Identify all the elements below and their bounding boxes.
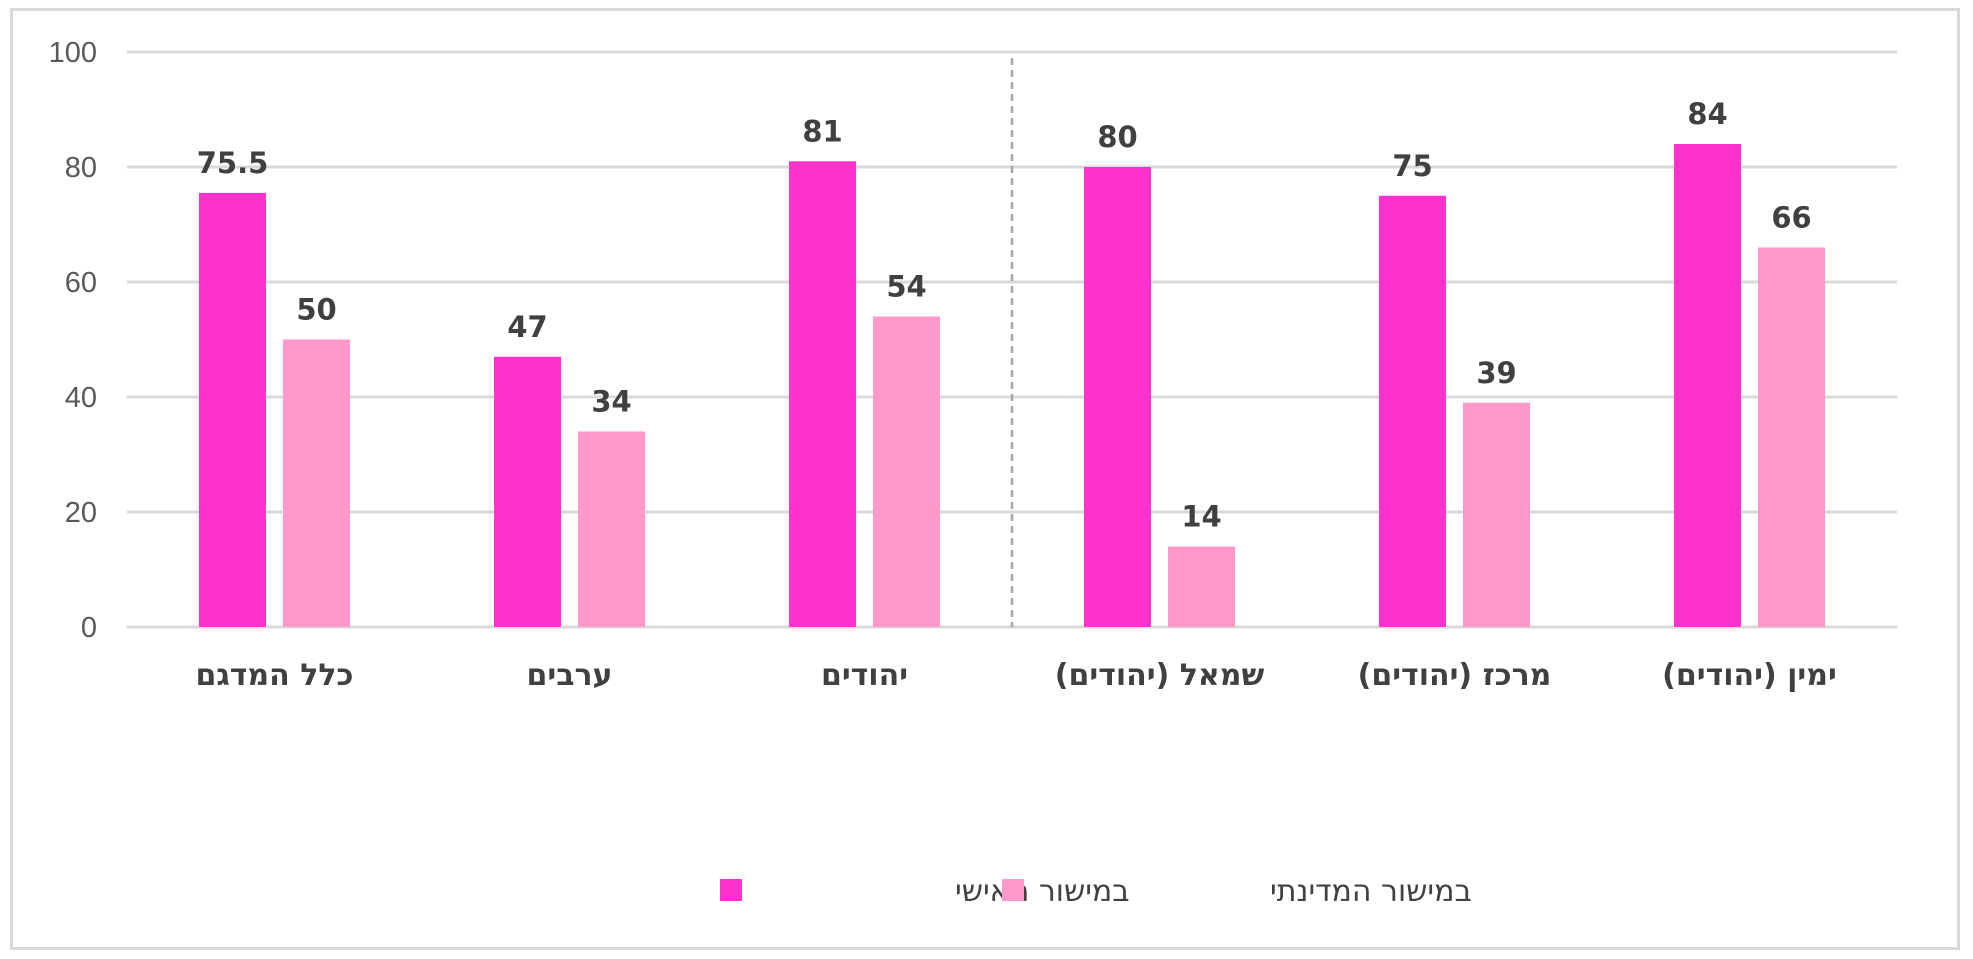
y-axis-ticks: 0 20 40 60 80 100 [49, 37, 97, 644]
bar-series1-cat6 [1674, 144, 1741, 627]
bar-series2-cat2 [578, 431, 645, 627]
bar-series1-cat4 [1084, 167, 1151, 627]
y-tick-label: 80 [65, 152, 97, 184]
bar-series1-cat2 [494, 356, 561, 627]
y-tick-label: 60 [65, 267, 97, 299]
data-label: 75.5 [197, 146, 269, 180]
bars [199, 144, 1825, 627]
legend-swatch-1 [720, 879, 742, 901]
data-label: 75 [1392, 149, 1432, 183]
y-tick-label: 20 [65, 497, 97, 529]
x-tick-label: ימין (יהודים) [1662, 658, 1837, 693]
data-labels: 75.5 50 47 34 81 54 80 14 75 39 84 66 [197, 97, 1812, 534]
data-label: 54 [886, 270, 926, 304]
bar-series2-cat3 [873, 316, 940, 627]
legend-swatch-2 [1002, 879, 1024, 901]
data-label: 47 [507, 310, 547, 344]
data-label: 80 [1097, 120, 1137, 154]
x-tick-label: יהודים [821, 658, 908, 693]
data-label: 14 [1181, 500, 1221, 534]
y-tick-label: 40 [65, 382, 97, 414]
x-axis-ticks: כלל המדגם ערבים יהודים שמאל (יהודים) מרכז (י… [196, 658, 1837, 693]
data-label: 34 [591, 385, 631, 419]
bar-series1-cat3 [789, 161, 856, 627]
y-tick-label: 0 [81, 612, 97, 644]
data-label: 50 [296, 293, 336, 327]
bar-series2-cat1 [283, 339, 350, 627]
bar-series1-cat1 [199, 192, 266, 627]
legend-label-2: במישור המדינתי [1270, 874, 1472, 909]
x-tick-label: שמאל (יהודים) [1055, 658, 1265, 693]
x-tick-label: כלל המדגם [196, 658, 354, 693]
y-tick-label: 100 [49, 37, 97, 69]
x-tick-label: מרכז (יהודים) [1358, 658, 1552, 693]
bar-series2-cat4 [1168, 546, 1235, 627]
data-label: 84 [1687, 97, 1727, 131]
bar-series1-cat5 [1379, 195, 1446, 627]
data-label: 39 [1476, 356, 1516, 390]
legend-label-1: במישור האישי [955, 874, 1130, 909]
data-label: 66 [1771, 201, 1811, 235]
data-label: 81 [802, 114, 842, 148]
bar-series2-cat5 [1463, 402, 1530, 627]
x-tick-label: ערבים [526, 658, 612, 693]
legend: במישור האישי במישור המדינתי [720, 874, 1472, 909]
bar-series2-cat6 [1758, 247, 1825, 627]
